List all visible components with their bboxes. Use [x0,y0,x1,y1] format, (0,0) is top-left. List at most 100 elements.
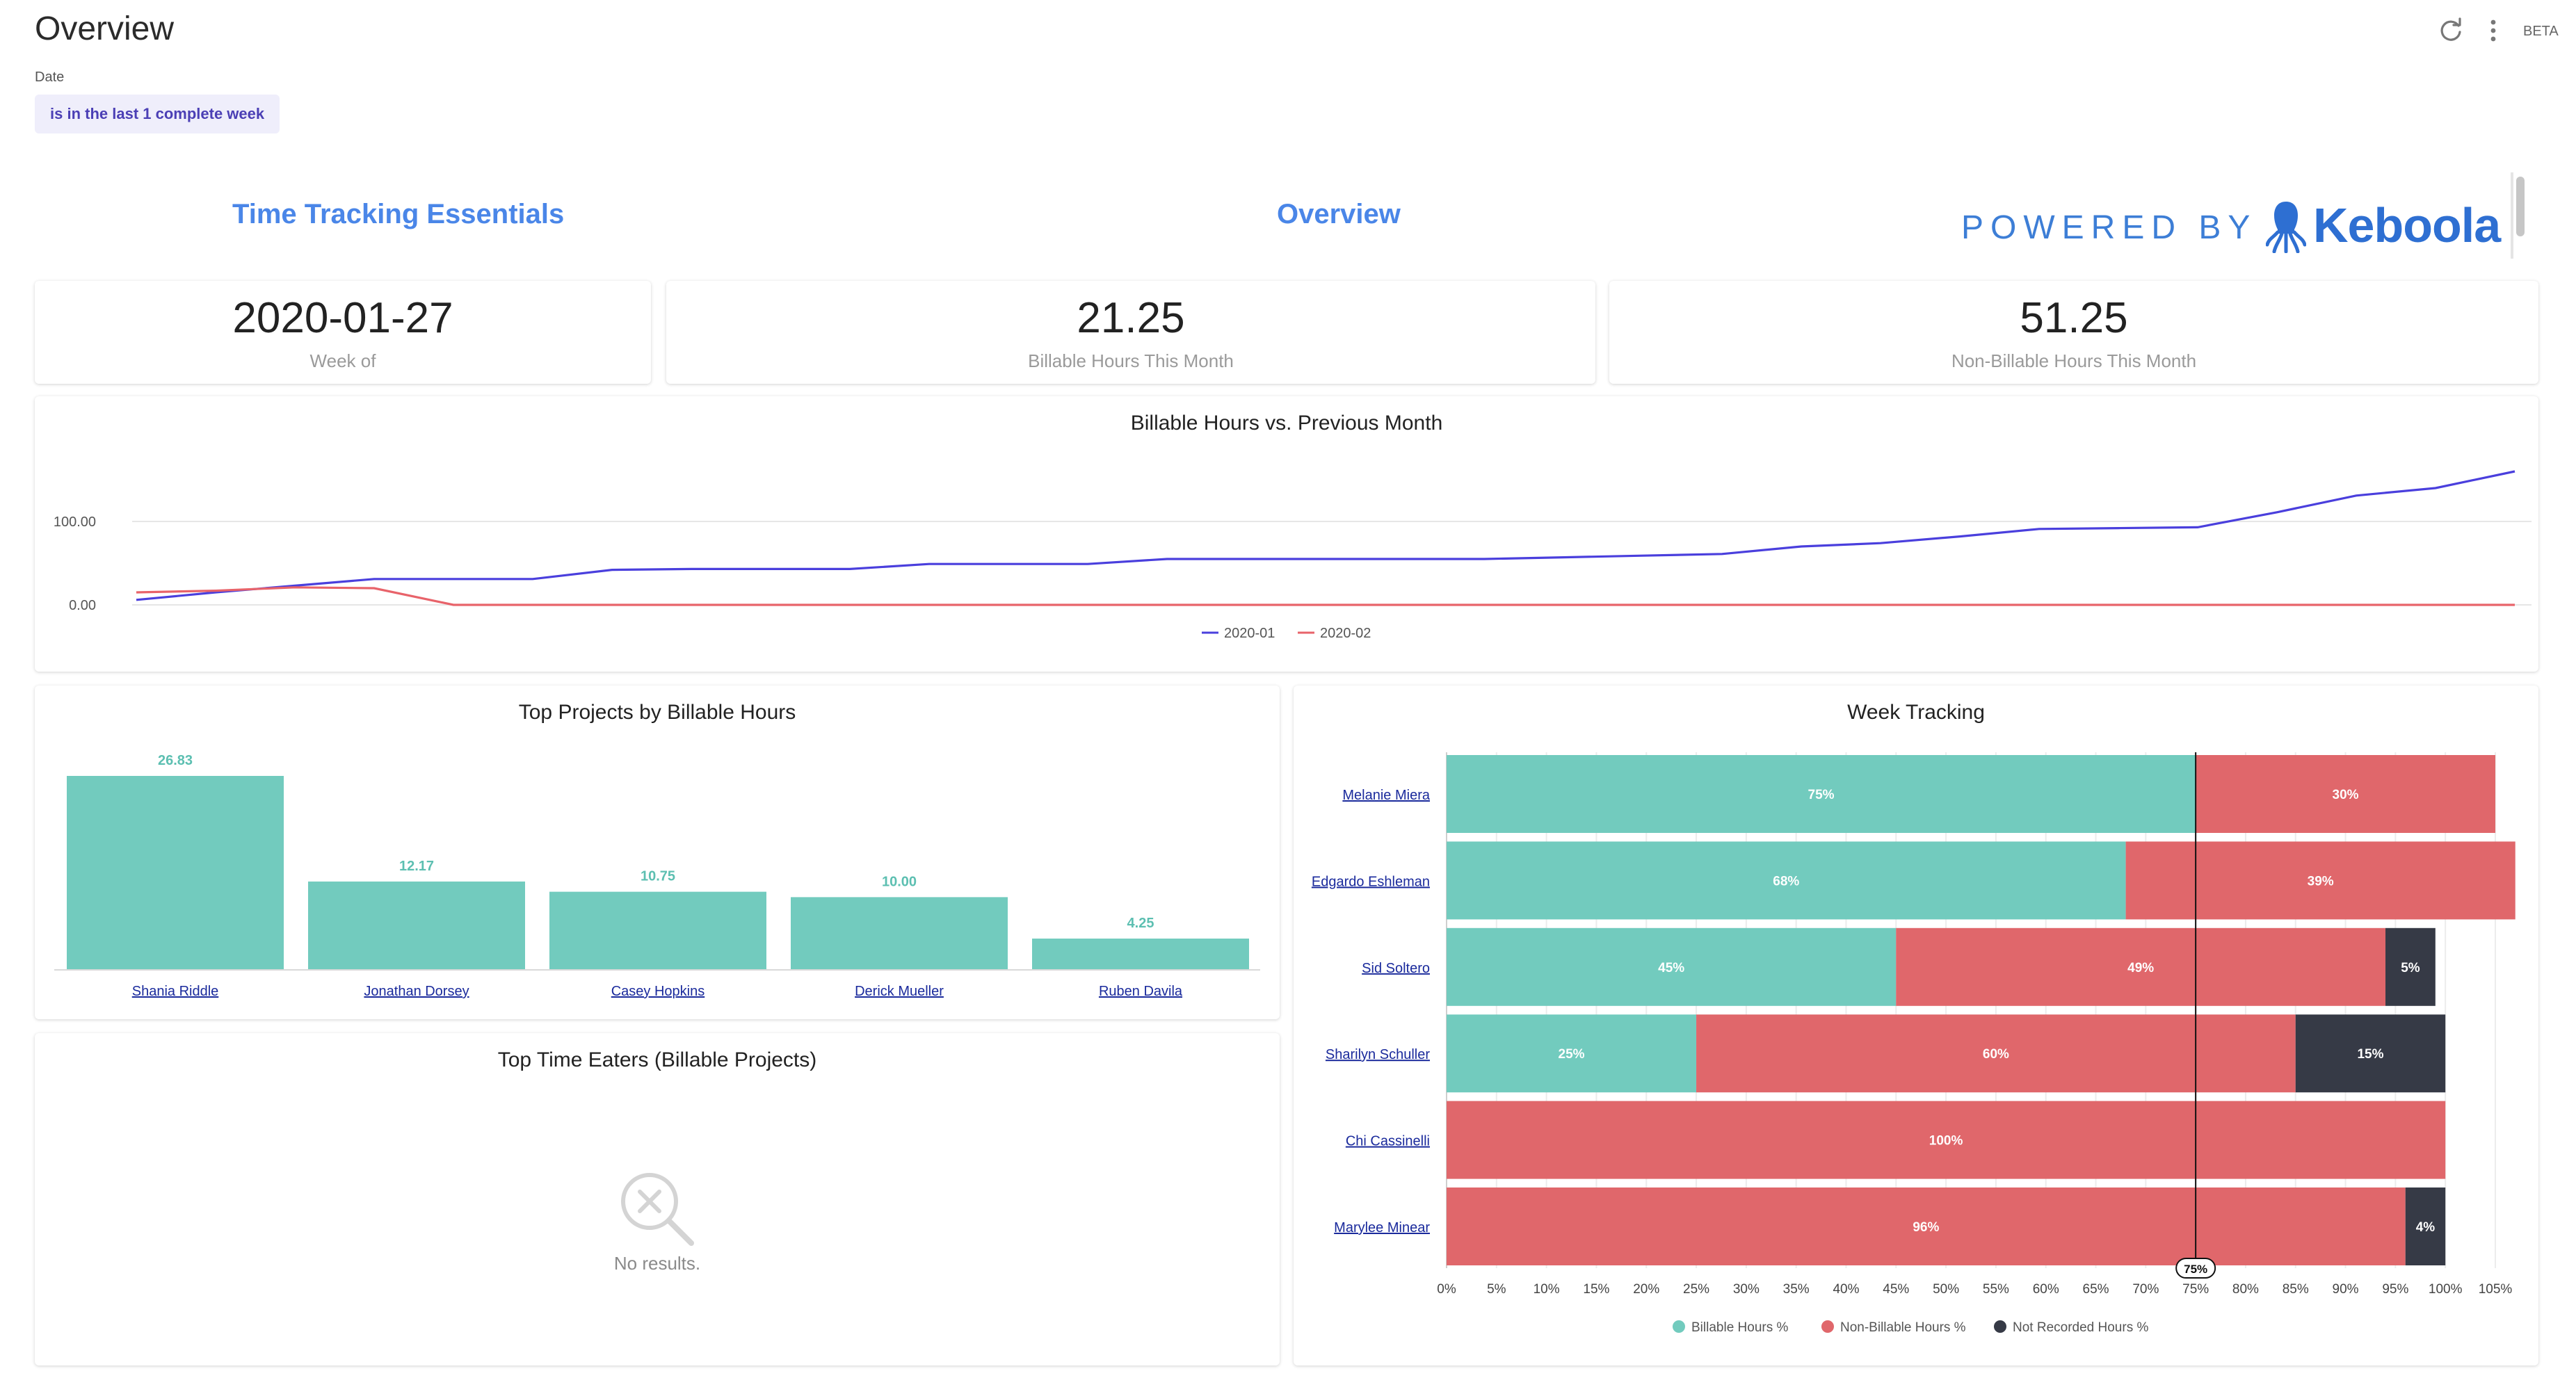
week-segment-1 [1447,755,2196,833]
week-x-tick: 0% [1437,1282,1456,1297]
week-x-tick: 40% [1833,1282,1859,1297]
line-chart-y-tick: 100.00 [54,514,96,530]
week-segment-label: 68% [1773,874,1799,889]
week-x-tick: 95% [2382,1282,2408,1297]
kpi-non-billable-label: Non-Billable Hours This Month [1951,350,2197,371]
powered-by-text: POWERED BY [1961,209,2257,246]
week-segment-label: 45% [1658,961,1684,975]
no-results-search-icon [621,1173,694,1246]
week-category-link[interactable]: Sharilyn Schuller [1326,1047,1430,1062]
week-segment-label: 25% [1559,1047,1585,1062]
week-category-link[interactable]: Edgardo Eshleman [1312,874,1430,889]
keboola-wordmark: Keboola [2313,198,2501,252]
week-segment-label: 5% [2401,961,2420,975]
bar-category-link[interactable]: Casey Hopkins [611,984,705,999]
week-segment-label: 96% [1913,1220,1939,1235]
bar-category-link[interactable]: Ruben Davila [1099,984,1183,999]
section-title: Overview [1277,199,1401,229]
week-x-tick: 80% [2232,1282,2259,1297]
bar-5 [1032,938,1249,969]
week-segment-label: 4% [2416,1220,2436,1235]
week-x-tick: 105% [2479,1282,2513,1297]
bar-value-label: 10.00 [882,874,917,889]
banner-scrollbar[interactable] [2516,177,2525,236]
bar-4 [791,897,1008,969]
week-category-link[interactable]: Melanie Miera [1342,788,1430,803]
kpi-card-non-billable: 51.25 Non-Billable Hours This Month [1609,281,2538,384]
week-x-tick: 90% [2333,1282,2359,1297]
week-x-tick: 55% [1983,1282,2009,1297]
bar-value-label: 26.83 [158,753,193,768]
week-tracking-card: Week Tracking 0% 5% 10% 15% 20% 25% 30% 35% 40% 4… [1294,686,2538,1365]
week-segment-2 [1447,1101,2446,1179]
kpi-non-billable-value: 51.25 [2020,294,2128,342]
week-x-tick: 10% [1533,1282,1560,1297]
week-category-link[interactable]: Marylee Minear [1334,1220,1430,1235]
week-segment-label: 0% [2448,1134,2468,1149]
week-segment-2 [2196,755,2495,833]
week-x-tick: 25% [1683,1282,1709,1297]
date-filter-pill[interactable]: is in the last 1 complete week [35,95,280,133]
week-x-tick: 65% [2083,1282,2109,1297]
bar-value-label: 4.25 [1127,916,1154,931]
line-legend-label: 2020-02 [1320,626,1371,641]
line-series-2020-01 [136,470,2515,601]
week-x-tick: 70% [2132,1282,2159,1297]
time-eaters-card: Top Time Eaters (Billable Projects) No r… [35,1033,1280,1365]
week-segment-2 [1896,927,2386,1006]
week-segment-label: 0% [2498,788,2518,802]
bar-chart-card: Top Projects by Billable Hours 26.83 Shan… [35,686,1280,1019]
line-chart-y-tick: 0.00 [69,598,96,613]
week-category-link[interactable]: Sid Soltero [1362,961,1430,976]
more-vertical-icon[interactable] [2486,17,2500,44]
week-tracking-chart: 0% 5% 10% 15% 20% 25% 30% 35% 40% 45% 50% 55% 60% 65%… [1312,752,2537,1335]
week-x-tick: 35% [1783,1282,1810,1297]
bar-value-label: 10.75 [641,869,675,884]
week-category-link[interactable]: Chi Cassinelli [1346,1134,1430,1149]
kpi-card-week: 2020-01-27 Week of [35,281,651,384]
bar-chart: 26.83 Shania Riddle 12.17 Jonathan Dorsey 10… [54,753,1260,999]
week-x-tick: 20% [1633,1282,1659,1297]
kpi-billable-value: 21.25 [1077,294,1185,342]
week-segment-label: 39% [2308,874,2334,889]
week-x-tick: 100% [2429,1282,2463,1297]
week-x-tick: 60% [2033,1282,2059,1297]
week-x-tick: 75% [2182,1282,2209,1297]
kpi-billable-label: Billable Hours This Month [1028,350,1234,371]
week-segment-label: 60% [1983,1047,2009,1062]
refresh-icon[interactable] [2437,17,2465,44]
date-filter-label: Date [35,70,65,85]
week-segment-1 [1447,927,1897,1006]
kpi-card-billable: 21.25 Billable Hours This Month [666,281,1595,384]
week-x-tick: 30% [1733,1282,1760,1297]
line-chart-title: Billable Hours vs. Previous Month [1130,412,1443,435]
week-segment-label: 75% [1808,788,1835,802]
bar-category-link[interactable]: Derick Mueller [855,984,944,999]
week-legend-label: Not Recorded Hours % [2013,1320,2148,1335]
week-segment-label: 49% [2127,961,2154,975]
week-tracking-title: Week Tracking [1847,701,1985,724]
line-series-2020-02 [136,586,2515,606]
week-segment-label: 30% [2333,788,2359,802]
week-segment-3 [2405,1187,2446,1265]
bar-category-link[interactable]: Shania Riddle [132,984,219,999]
week-segment-3 [2295,1014,2446,1093]
bar-2 [308,881,525,969]
banner-scroll-track [2511,172,2513,259]
week-segment-label: 15% [2357,1047,2383,1062]
bar-category-link[interactable]: Jonathan Dorsey [364,984,469,999]
keboola-octopus-icon [2266,202,2306,253]
week-legend-swatch [1821,1320,1834,1333]
week-legend-swatch [1673,1320,1685,1333]
week-segment-3 [2385,927,2436,1006]
week-reference-badge [2175,1258,2216,1279]
week-x-tick: 5% [1487,1282,1506,1297]
week-x-tick: 15% [1583,1282,1609,1297]
no-results-text: No results. [613,1253,701,1274]
week-segment-label: 100% [1929,1134,1963,1149]
bar-1 [67,776,284,969]
dashboard-title: Time Tracking Essentials [232,199,565,229]
beta-badge: BETA [2523,24,2559,39]
week-segment-2 [2125,841,2515,920]
bar-3 [549,891,766,969]
